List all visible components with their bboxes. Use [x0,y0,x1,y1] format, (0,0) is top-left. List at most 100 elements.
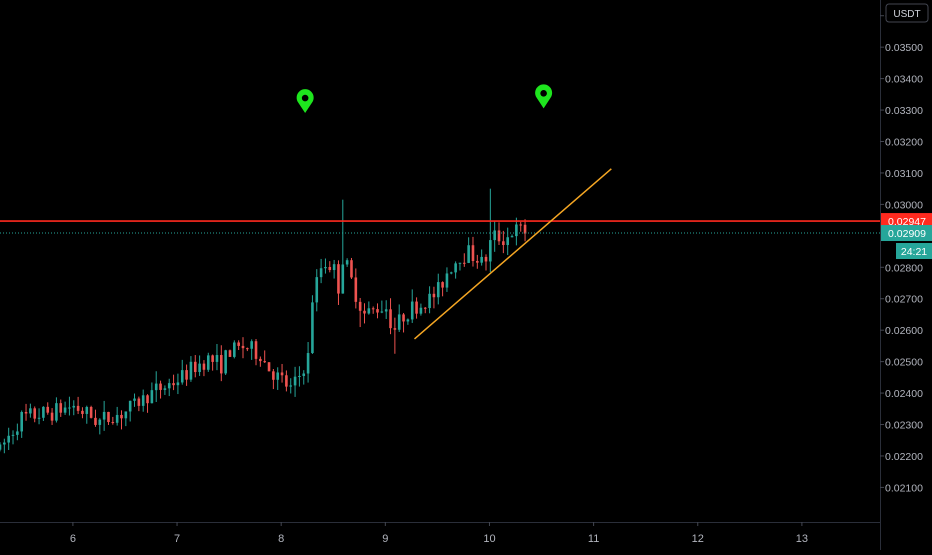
candle-body-18 [76,405,80,411]
candle-body-39 [167,383,171,389]
candle-body-7 [29,408,32,414]
candle-body-48 [206,355,210,370]
candle-body-115 [497,230,501,242]
candle-body-15 [63,407,67,413]
location-pin-icon[interactable] [296,89,314,114]
candle-body-116 [502,241,505,246]
grid-layer [0,0,881,550]
candle-body-69 [298,375,301,377]
candle-body-75 [324,266,327,269]
currency-badge[interactable]: USDT [885,3,929,23]
price-axis[interactable]: 0.036000.035000.034000.033000.032000.031… [880,11,932,495]
location-pin-icon[interactable] [535,84,553,109]
candle-body-107 [462,262,466,264]
candle-body-32 [137,398,141,406]
candle-body-56 [241,345,245,349]
candle-body-33 [141,395,145,406]
candle-body-52 [224,350,227,374]
candle-body-61 [263,361,266,363]
price-tick-label: 0.02200 [885,451,923,463]
candle-body-6 [24,412,28,414]
candle-body-88 [380,311,384,313]
candle-body-112 [484,256,488,262]
candle-body-82 [354,277,358,302]
time-tick-label: 9 [382,533,388,545]
candle-body-121 [523,224,527,234]
candle-body-76 [328,266,332,271]
drawings-layer [0,168,880,340]
markers-layer [296,84,553,114]
candle-body-4 [16,431,19,435]
candle-body-93 [402,314,405,322]
candle-body-9 [37,417,41,419]
candle-body-8 [33,408,37,419]
marker-left-hole [301,94,309,102]
candle-body-34 [146,395,149,404]
candle-body-113 [489,240,492,262]
time-axis[interactable]: 6 7 8 9 10 11 12 13 [70,522,808,545]
time-tick-label: 11 [588,533,599,545]
candle-body-103 [445,273,449,288]
candle-body-109 [471,245,475,262]
candle-body-59 [254,341,258,359]
candle-body-106 [458,262,462,264]
candle-body-57 [246,348,249,350]
candle-body-63 [272,371,275,380]
candle-body-16 [68,407,71,409]
candle-body-53 [228,350,232,357]
candle-body-36 [154,383,158,391]
price-tick-label: 0.02800 [885,262,923,274]
candle-body-77 [332,264,336,271]
candle-body-67 [289,385,293,387]
candle-body-12 [50,412,54,421]
candle-body-118 [510,236,514,238]
candle-body-22 [94,417,97,425]
candle-body-92 [397,314,401,330]
candle-body-81 [350,260,353,278]
candle-body-71 [306,353,310,374]
price-tick-label: 0.02700 [885,294,923,306]
price-tick-label: 0.03300 [885,105,923,117]
candle-body-11 [46,406,50,413]
trendline[interactable] [413,168,612,340]
candle-body-95 [410,301,414,320]
candle-body-74 [319,268,323,278]
candle-body-43 [185,370,188,380]
candle-body-51 [220,355,223,374]
price-tick-label: 0.02600 [885,325,923,337]
candle-body-38 [163,388,167,390]
candle-body-37 [159,383,162,390]
candle-body-73 [315,277,319,303]
candle-body-20 [85,407,89,414]
candle-body-58 [250,341,253,349]
last-price-box [881,225,932,242]
candle-body-80 [345,260,349,265]
candle-body-17 [72,405,76,408]
time-tick-label: 7 [174,533,180,545]
price-tick-label: 0.03100 [885,168,923,180]
candle-body-91 [393,328,397,330]
candle-body-90 [389,309,392,329]
candle-body-25 [107,411,110,423]
candle-body-54 [233,342,236,357]
candle-body-110 [476,261,479,263]
candle-body-94 [406,319,410,322]
candle-body-55 [237,342,240,346]
candle-body-101 [436,282,440,298]
price-tick-label: 0.02100 [885,482,923,494]
candle-body-35 [150,390,154,404]
candle-body-0 [0,444,2,450]
candle-body-42 [180,370,184,383]
candle-body-44 [189,361,193,380]
candle-body-46 [198,363,201,373]
price-tick-label: 0.03400 [885,74,923,86]
candle-body-100 [432,293,436,298]
candle-body-30 [128,400,132,412]
candle-body-89 [384,309,388,312]
candle-body-79 [341,264,345,294]
candle-body-24 [102,411,106,420]
candle-body-85 [367,308,371,314]
